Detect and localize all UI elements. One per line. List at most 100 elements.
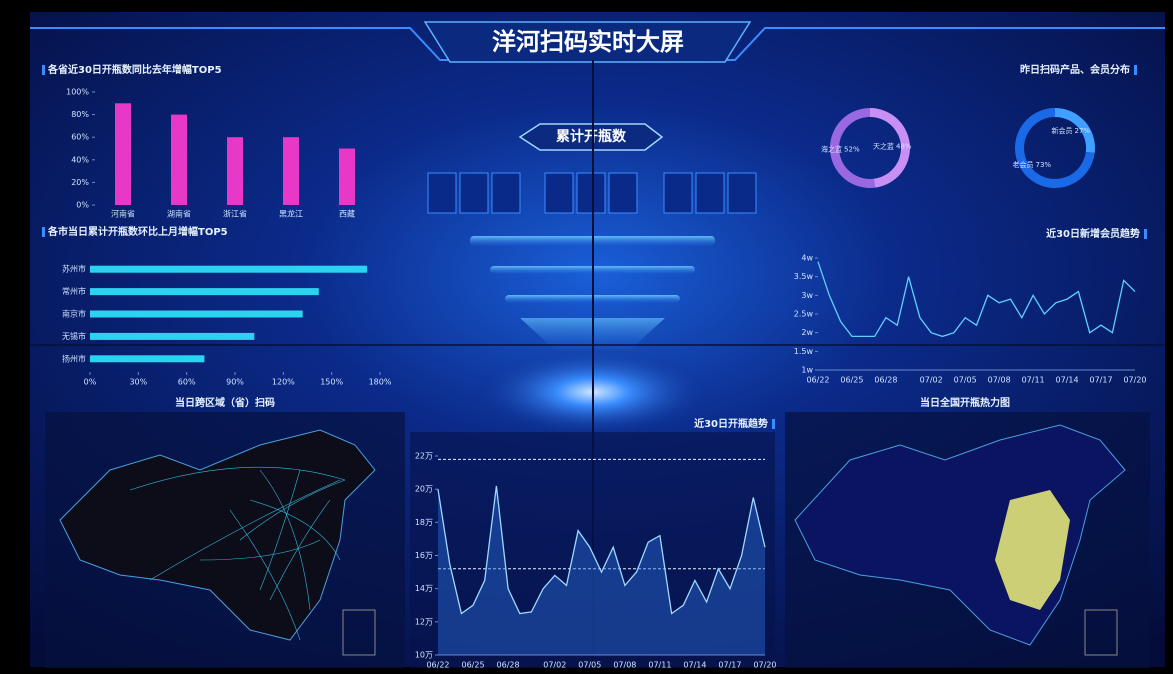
trend-panel <box>410 432 775 668</box>
x-tick-label: 07/20 <box>1123 376 1146 385</box>
x-tick-label: 浙江省 <box>223 209 247 219</box>
y-tick-label: 10万 <box>415 651 433 660</box>
x-tick-label: 07/02 <box>543 661 566 670</box>
y-tick-label: 2w <box>801 328 813 337</box>
y-tick-label: 4w <box>801 254 813 263</box>
line <box>437 485 766 615</box>
y-tick-label: 2.5w <box>794 310 814 319</box>
y-tick-label: 苏州市 <box>62 264 86 274</box>
chart-title: 各市当日累计开瓶数环比上月增幅TOP5 <box>47 225 228 238</box>
bar <box>283 137 299 205</box>
heat-region <box>995 490 1070 610</box>
counter-badge <box>518 123 664 151</box>
y-tick-label: 3.5w <box>794 272 814 281</box>
x-tick-label: 07/11 <box>648 661 671 670</box>
inset-box <box>1084 609 1118 656</box>
y-tick-label: 22万 <box>415 452 433 461</box>
bar <box>227 137 243 205</box>
x-tick-label: 07/08 <box>613 661 636 670</box>
counter-label: 累计开瓶数 <box>556 128 627 145</box>
chart-title: 各省近30日开瓶数同比去年增幅TOP5 <box>47 63 222 76</box>
x-tick-label: 30% <box>129 378 147 387</box>
x-tick-label: 06/25 <box>840 376 863 385</box>
x-tick-label: 河南省 <box>111 209 135 219</box>
bar <box>339 148 355 205</box>
title-marker <box>42 65 45 75</box>
bar <box>90 332 255 340</box>
chart-title: 昨日扫码产品、会员分布 <box>1020 63 1130 76</box>
x-tick-label: 07/17 <box>1090 376 1113 385</box>
slice-value: 48% <box>896 142 912 150</box>
y-tick-label: 20% <box>71 178 89 187</box>
x-tick-label: 120% <box>272 378 295 387</box>
chart-title: 近30日新增会员趋势 <box>1046 227 1140 240</box>
bar <box>90 265 368 273</box>
x-tick-label: 07/20 <box>753 661 776 670</box>
x-tick-label: 黑龙江 <box>279 209 303 219</box>
bar <box>171 114 187 205</box>
y-tick-label: 无锡市 <box>62 331 86 341</box>
x-tick-label: 60% <box>178 378 196 387</box>
y-tick-label: 20万 <box>415 485 433 494</box>
y-tick-label: 16万 <box>415 551 433 560</box>
inset-box <box>342 609 376 656</box>
bar <box>90 288 319 296</box>
x-tick-label: 07/02 <box>920 376 943 385</box>
x-tick-label: 07/08 <box>988 376 1011 385</box>
title-marker <box>42 227 45 237</box>
x-tick-label: 06/28 <box>874 376 897 385</box>
x-tick-label: 07/14 <box>683 661 706 670</box>
x-tick-label: 06/28 <box>497 661 520 670</box>
y-tick-label: 常州市 <box>62 286 86 296</box>
x-tick-label: 180% <box>369 378 392 387</box>
y-tick-label: 18万 <box>415 518 433 527</box>
slice-label: 老会员 <box>1012 160 1033 169</box>
area <box>438 485 765 655</box>
title-marker <box>1144 229 1147 239</box>
x-tick-label: 07/05 <box>954 376 977 385</box>
x-tick-label: 07/05 <box>578 661 601 670</box>
y-tick-label: 0% <box>76 201 89 210</box>
x-tick-label: 07/14 <box>1056 376 1079 385</box>
slice-label: 天之蓝 <box>873 141 894 150</box>
slice-label: 海之蓝 <box>821 145 842 154</box>
bar <box>115 103 131 205</box>
x-tick-label: 0% <box>84 378 97 387</box>
bar <box>90 355 205 363</box>
map-title: 当日跨区域（省）扫码 <box>175 396 275 409</box>
header-banner <box>423 21 752 63</box>
x-tick-label: 90% <box>226 378 244 387</box>
pie-slice <box>870 108 910 188</box>
y-tick-label: 40% <box>71 155 89 164</box>
title-marker <box>1134 65 1137 75</box>
pie-slice <box>829 107 876 188</box>
y-tick-label: 14万 <box>415 584 433 593</box>
y-tick-label: 南京市 <box>62 309 86 319</box>
y-tick-label: 扬州市 <box>62 353 86 363</box>
map-title: 当日全国开瓶热力图 <box>920 396 1010 409</box>
x-tick-label: 07/11 <box>1022 376 1045 385</box>
y-tick-label: 1.5w <box>794 347 814 356</box>
x-tick-label: 西藏 <box>339 209 355 219</box>
y-tick-label: 80% <box>71 110 89 119</box>
digit-boxes <box>427 172 757 214</box>
slice-value: 52% <box>844 146 860 154</box>
chart-title: 近30日开瓶趋势 <box>694 417 768 430</box>
y-tick-label: 100% <box>66 88 89 97</box>
bar <box>90 310 303 318</box>
x-tick-label: 湖南省 <box>167 209 191 219</box>
y-tick-label: 1w <box>801 366 813 375</box>
pie-slice <box>1055 108 1095 154</box>
x-tick-label: 06/22 <box>806 376 829 385</box>
y-tick-label: 3w <box>801 291 813 300</box>
page-title: 洋河扫码实时大屏 <box>492 28 684 56</box>
y-tick-label: 12万 <box>415 617 433 626</box>
x-tick-label: 150% <box>320 378 343 387</box>
x-tick-label: 06/22 <box>426 661 449 670</box>
slice-label: 新会员 <box>1052 126 1073 135</box>
x-tick-label: 07/17 <box>718 661 741 670</box>
x-tick-label: 06/25 <box>462 661 485 670</box>
title-marker <box>772 419 775 429</box>
y-tick-label: 60% <box>71 133 89 142</box>
